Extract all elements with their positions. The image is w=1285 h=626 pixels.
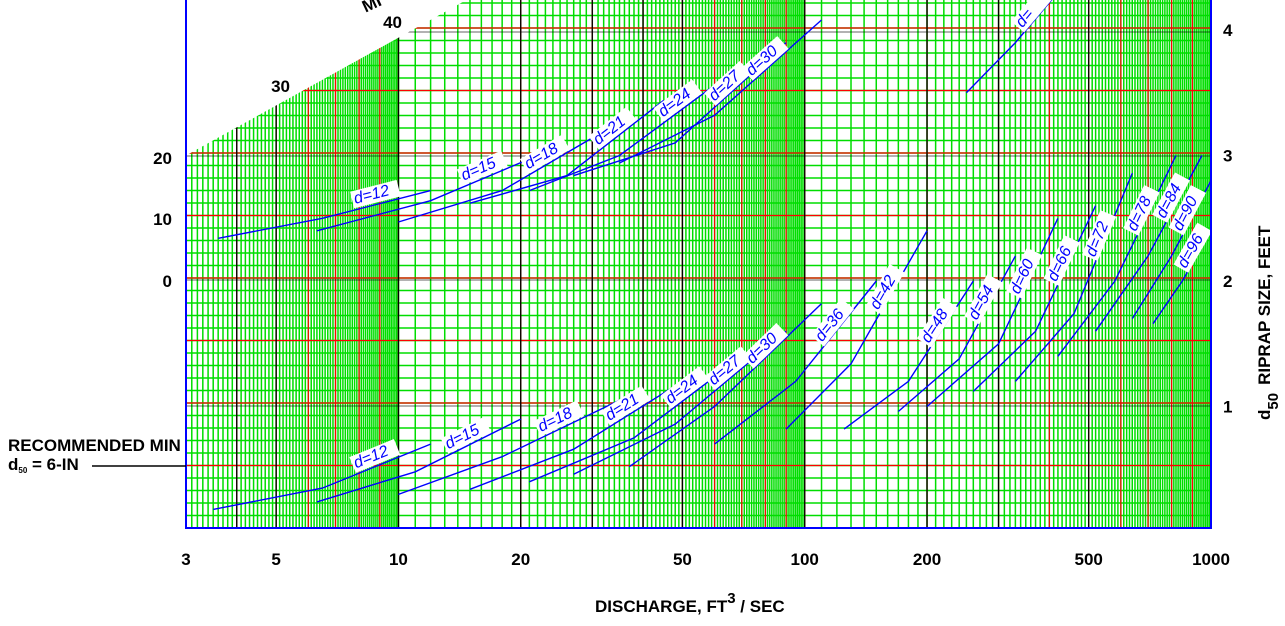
x-tick-label: 500 <box>1075 550 1103 569</box>
upper-curve-d18 <box>398 137 593 223</box>
x-tick-label: 10 <box>389 550 408 569</box>
x-tick-label: 50 <box>673 550 692 569</box>
y-axis-title-subscript: 50 <box>1265 393 1282 410</box>
lower-curve-d30 <box>628 303 822 468</box>
x-axis-title-main: DISCHARGE, FT <box>595 597 728 616</box>
upper-curve-d12 <box>218 189 431 239</box>
x-tick-label: 3 <box>181 550 190 569</box>
y-left-tick-label: 0 <box>163 272 172 291</box>
lower-label-d54: d=54 <box>964 274 1003 325</box>
recommended-min-value: = 6-IN <box>27 455 79 474</box>
y-right-tick-label: 2 <box>1223 272 1232 291</box>
x-tick-label: 1000 <box>1192 550 1230 569</box>
y-right-tick-label: 4 <box>1223 21 1233 40</box>
lower-curve-d42 <box>785 230 928 430</box>
lower-curve-d21 <box>469 380 683 490</box>
lower-curve-d12 <box>213 443 431 511</box>
upper-curve-d30 <box>619 19 822 164</box>
lower-label-d15: d=15 <box>440 417 492 454</box>
svg-text:DISCHARGE, FT3 / SEC: DISCHARGE, FT3 / SEC <box>595 590 785 616</box>
x-axis-title: DISCHARGE, FT3 / SEC <box>595 590 785 616</box>
y-right-tick-label: 1 <box>1223 398 1232 417</box>
recommended-min-d: d <box>8 455 18 474</box>
x-tick-label: 5 <box>271 550 280 569</box>
y-left-tick-label: 10 <box>153 210 172 229</box>
lower-curve-d18 <box>398 399 620 496</box>
x-tick-label: 200 <box>913 550 941 569</box>
lower-label-d36: d=36 <box>810 298 855 347</box>
y-axis-title-prefix: d <box>1255 410 1274 420</box>
plot-frame <box>185 0 1212 529</box>
y-right-tick-label: 3 <box>1223 147 1232 166</box>
x-tick-label: 100 <box>791 550 819 569</box>
upper-curve-d15 <box>316 154 538 232</box>
x-tick-label: 20 <box>511 550 530 569</box>
y-left-tick-label: 20 <box>153 149 172 168</box>
svg-text:d50 = 6-IN: d50 = 6-IN <box>8 455 79 475</box>
upper-left-cutout <box>185 0 467 156</box>
recommended-min-sub: 50 <box>18 466 27 475</box>
lower-curve-d24 <box>529 355 743 483</box>
x-axis-title-superscript: 3 <box>727 590 735 607</box>
y-axis-title-main: RIPRAP SIZE, FEET <box>1255 225 1274 385</box>
svg-text:d50RIPRAP SIZE, FEET: d50 RIPRAP SIZE, FEET <box>1255 225 1282 420</box>
lower-curve-d15 <box>316 418 522 503</box>
recommended-min-line1: RECOMMENDED MIN <box>8 436 181 455</box>
x-axis-title-tail: / SEC <box>736 597 785 616</box>
y-left-tick-label: 40 <box>383 13 402 32</box>
upper-curve-d24 <box>529 64 743 192</box>
y-left-tick-label: 30 <box>271 77 290 96</box>
recommended-min-note: RECOMMENDED MIN d50 = 6-IN <box>8 436 186 475</box>
y-axis-title: d50 RIPRAP SIZE, FEET <box>1255 225 1282 420</box>
